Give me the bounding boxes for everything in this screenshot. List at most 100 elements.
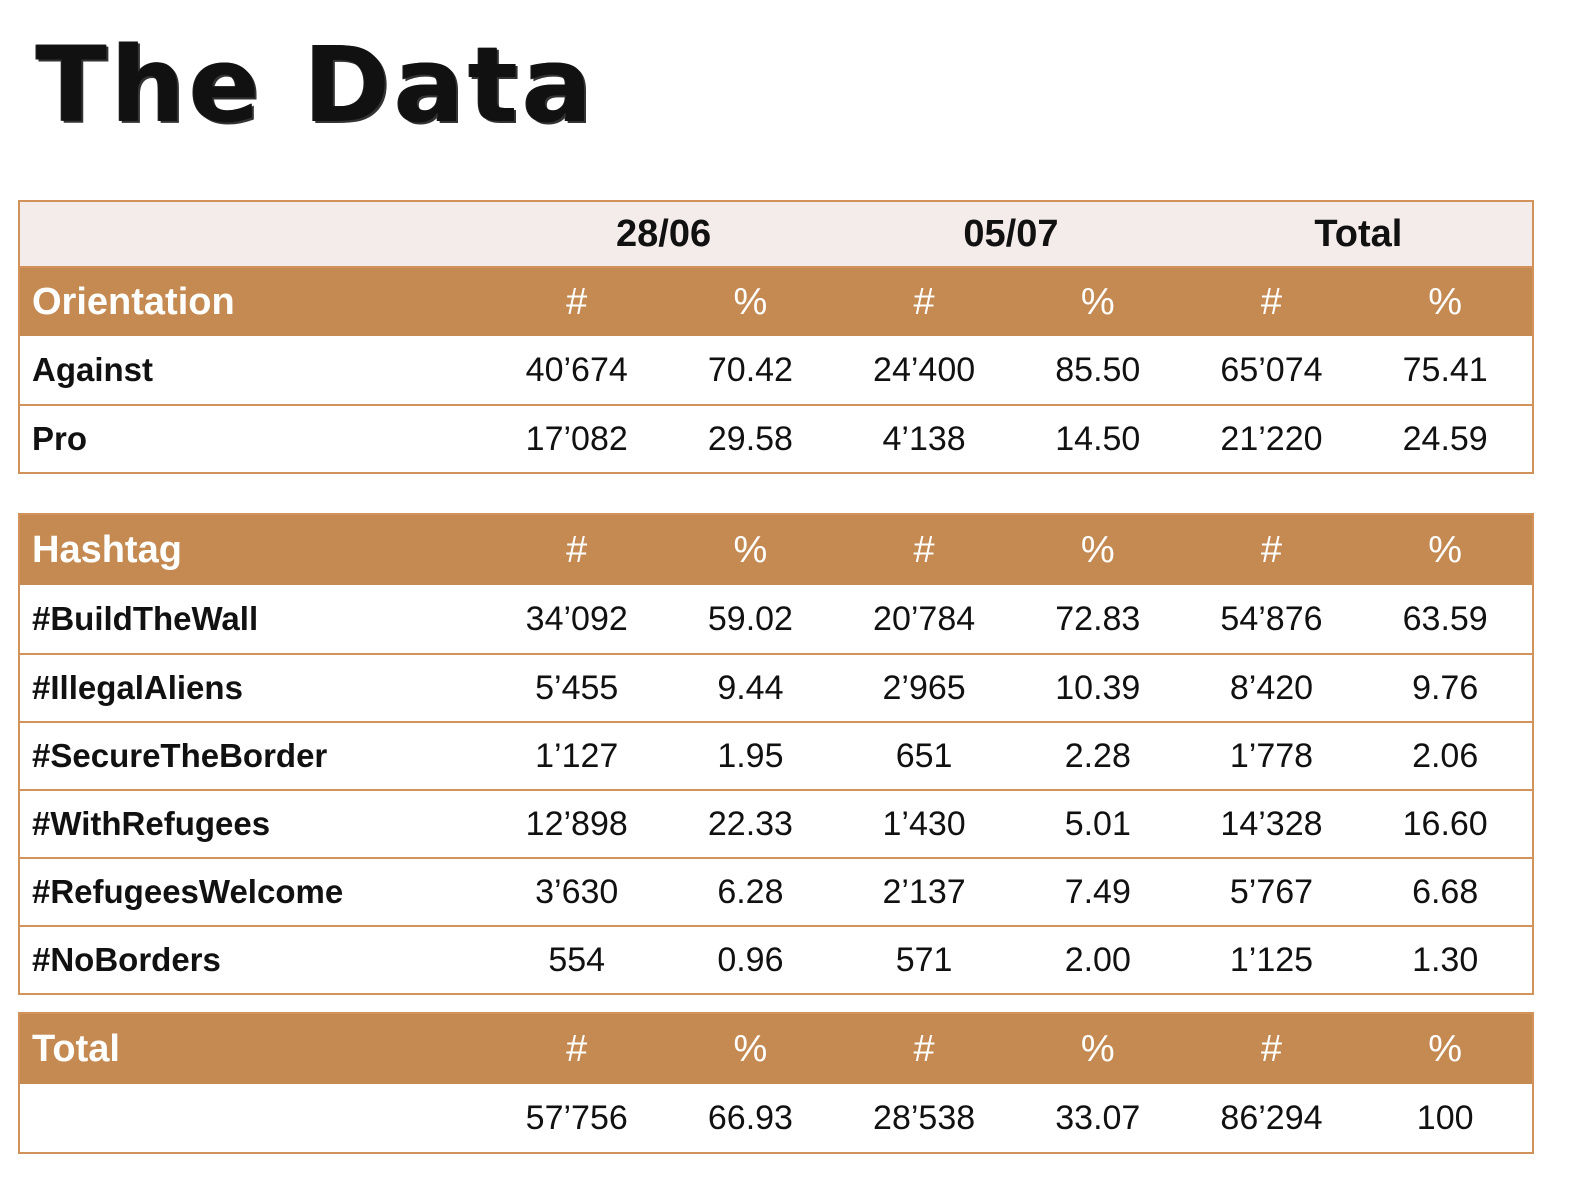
col-label: % — [1428, 528, 1463, 571]
col-label: % — [1080, 1027, 1115, 1070]
cell-value: 6.28 — [717, 872, 784, 911]
col-label: # — [566, 528, 588, 571]
total-header-row: Total # % # % # % — [20, 1014, 1532, 1084]
cell-value: 66.93 — [707, 1098, 793, 1137]
cell-value: 1.30 — [1412, 940, 1479, 979]
orientation-header: Orientation — [32, 280, 235, 323]
date-header-row: 28/06 05/07 Total — [20, 202, 1532, 266]
table-row: #SecureTheBorder 1’127 1.95 651 2.28 1’7… — [20, 721, 1532, 789]
cell-value: 9.44 — [717, 668, 784, 707]
row-label: #NoBorders — [32, 941, 221, 978]
cell-value: 34’092 — [525, 599, 628, 638]
cell-value: 22.33 — [707, 804, 793, 843]
date-05-07: 05/07 — [963, 212, 1059, 255]
cell-value: 1.95 — [717, 736, 784, 775]
cell-value: 24’400 — [873, 350, 976, 389]
cell-value: 554 — [548, 940, 606, 979]
cell-value: 40’674 — [525, 350, 628, 389]
cell-value: 2.00 — [1064, 940, 1131, 979]
cell-value: 5’455 — [535, 668, 619, 707]
cell-value: 24.59 — [1402, 419, 1488, 458]
row-label: Against — [32, 351, 154, 388]
cell-value: 2.06 — [1412, 736, 1479, 775]
cell-value: 59.02 — [707, 599, 793, 638]
orientation-header-row: Orientation # % # % # % — [20, 266, 1532, 336]
table-row: #BuildTheWall 34’092 59.02 20’784 72.83 … — [20, 585, 1532, 653]
col-label: % — [1080, 528, 1115, 571]
row-label: #WithRefugees — [32, 805, 271, 842]
col-label: % — [733, 280, 768, 323]
cell-value: 10.39 — [1055, 668, 1141, 707]
cell-value: 57’756 — [525, 1098, 628, 1137]
cell-value: 2’965 — [882, 668, 966, 707]
cell-value: 63.59 — [1402, 599, 1488, 638]
cell-value: 65’074 — [1220, 350, 1323, 389]
cell-value: 651 — [895, 736, 953, 775]
cell-value: 1’430 — [882, 804, 966, 843]
cell-value: 8’420 — [1229, 668, 1314, 707]
row-label: #BuildTheWall — [32, 600, 259, 637]
col-label: % — [733, 528, 768, 571]
col-label: % — [1428, 280, 1463, 323]
cell-value: 4’138 — [882, 419, 966, 458]
cell-value: 3’630 — [535, 872, 619, 911]
row-label: #RefugeesWelcome — [32, 873, 344, 910]
table-row: Pro 17’082 29.58 4’138 14.50 21’220 24.5… — [20, 404, 1532, 472]
cell-value: 21’220 — [1220, 419, 1323, 458]
col-label: % — [1080, 280, 1115, 323]
cell-value: 9.76 — [1412, 668, 1479, 707]
table-row: 57’756 66.93 28’538 33.07 86’294 100 — [20, 1084, 1532, 1152]
row-label: #SecureTheBorder — [32, 737, 328, 774]
cell-value: 5’767 — [1229, 872, 1314, 911]
row-label: Pro — [32, 420, 88, 457]
cell-value: 14.50 — [1055, 419, 1141, 458]
cell-value: 2’137 — [882, 872, 966, 911]
cell-value: 16.60 — [1402, 804, 1488, 843]
cell-value: 86’294 — [1220, 1098, 1323, 1137]
cell-value: 28’538 — [873, 1098, 976, 1137]
cell-value: 29.58 — [707, 419, 793, 458]
total-table: Total # % # % # % 57’756 66.93 28’538 33… — [18, 1012, 1534, 1154]
cell-value: 5.01 — [1064, 804, 1131, 843]
table-row: Against 40’674 70.42 24’400 85.50 65’074… — [20, 336, 1532, 404]
col-label: # — [913, 280, 935, 323]
table-row: #IllegalAliens 5’455 9.44 2’965 10.39 8’… — [20, 653, 1532, 721]
cell-value: 7.49 — [1064, 872, 1131, 911]
col-label: % — [733, 1027, 768, 1070]
page-title: The Data — [36, 24, 597, 146]
hashtag-header-row: Hashtag # % # % # % — [20, 515, 1532, 585]
hashtag-table: Hashtag # % # % # % #BuildTheWall 34’092… — [18, 513, 1534, 995]
col-label: % — [1428, 1027, 1463, 1070]
total-header: Total — [32, 1027, 120, 1070]
cell-value: 0.96 — [717, 940, 784, 979]
orientation-table: 28/06 05/07 Total Orientation # % # % # … — [18, 200, 1534, 474]
table-row: #WithRefugees 12’898 22.33 1’430 5.01 14… — [20, 789, 1532, 857]
col-label: # — [1260, 280, 1283, 323]
col-label: # — [913, 1027, 935, 1070]
table-row: #NoBorders 554 0.96 571 2.00 1’125 1.30 — [20, 925, 1532, 993]
col-label: # — [913, 528, 935, 571]
cell-value: 14’328 — [1220, 804, 1323, 843]
cell-value: 1’778 — [1229, 736, 1314, 775]
col-label: # — [566, 1027, 588, 1070]
col-label: # — [1260, 1027, 1283, 1070]
cell-value: 75.41 — [1402, 350, 1488, 389]
cell-value: 1’127 — [535, 736, 619, 775]
hashtag-header: Hashtag — [32, 528, 182, 571]
cell-value: 100 — [1416, 1098, 1474, 1137]
cell-value: 20’784 — [873, 599, 976, 638]
cell-value: 72.83 — [1055, 599, 1141, 638]
col-label: # — [1260, 528, 1283, 571]
cell-value: 571 — [895, 940, 953, 979]
col-label: # — [566, 280, 588, 323]
date-total: Total — [1314, 212, 1403, 255]
cell-value: 17’082 — [525, 419, 628, 458]
cell-value: 85.50 — [1055, 350, 1141, 389]
cell-value: 54’876 — [1220, 599, 1323, 638]
table-row: #RefugeesWelcome 3’630 6.28 2’137 7.49 5… — [20, 857, 1532, 925]
cell-value: 2.28 — [1064, 736, 1131, 775]
cell-value: 70.42 — [707, 350, 793, 389]
cell-value: 6.68 — [1412, 872, 1479, 911]
cell-value: 12’898 — [525, 804, 628, 843]
cell-value: 33.07 — [1055, 1098, 1141, 1137]
